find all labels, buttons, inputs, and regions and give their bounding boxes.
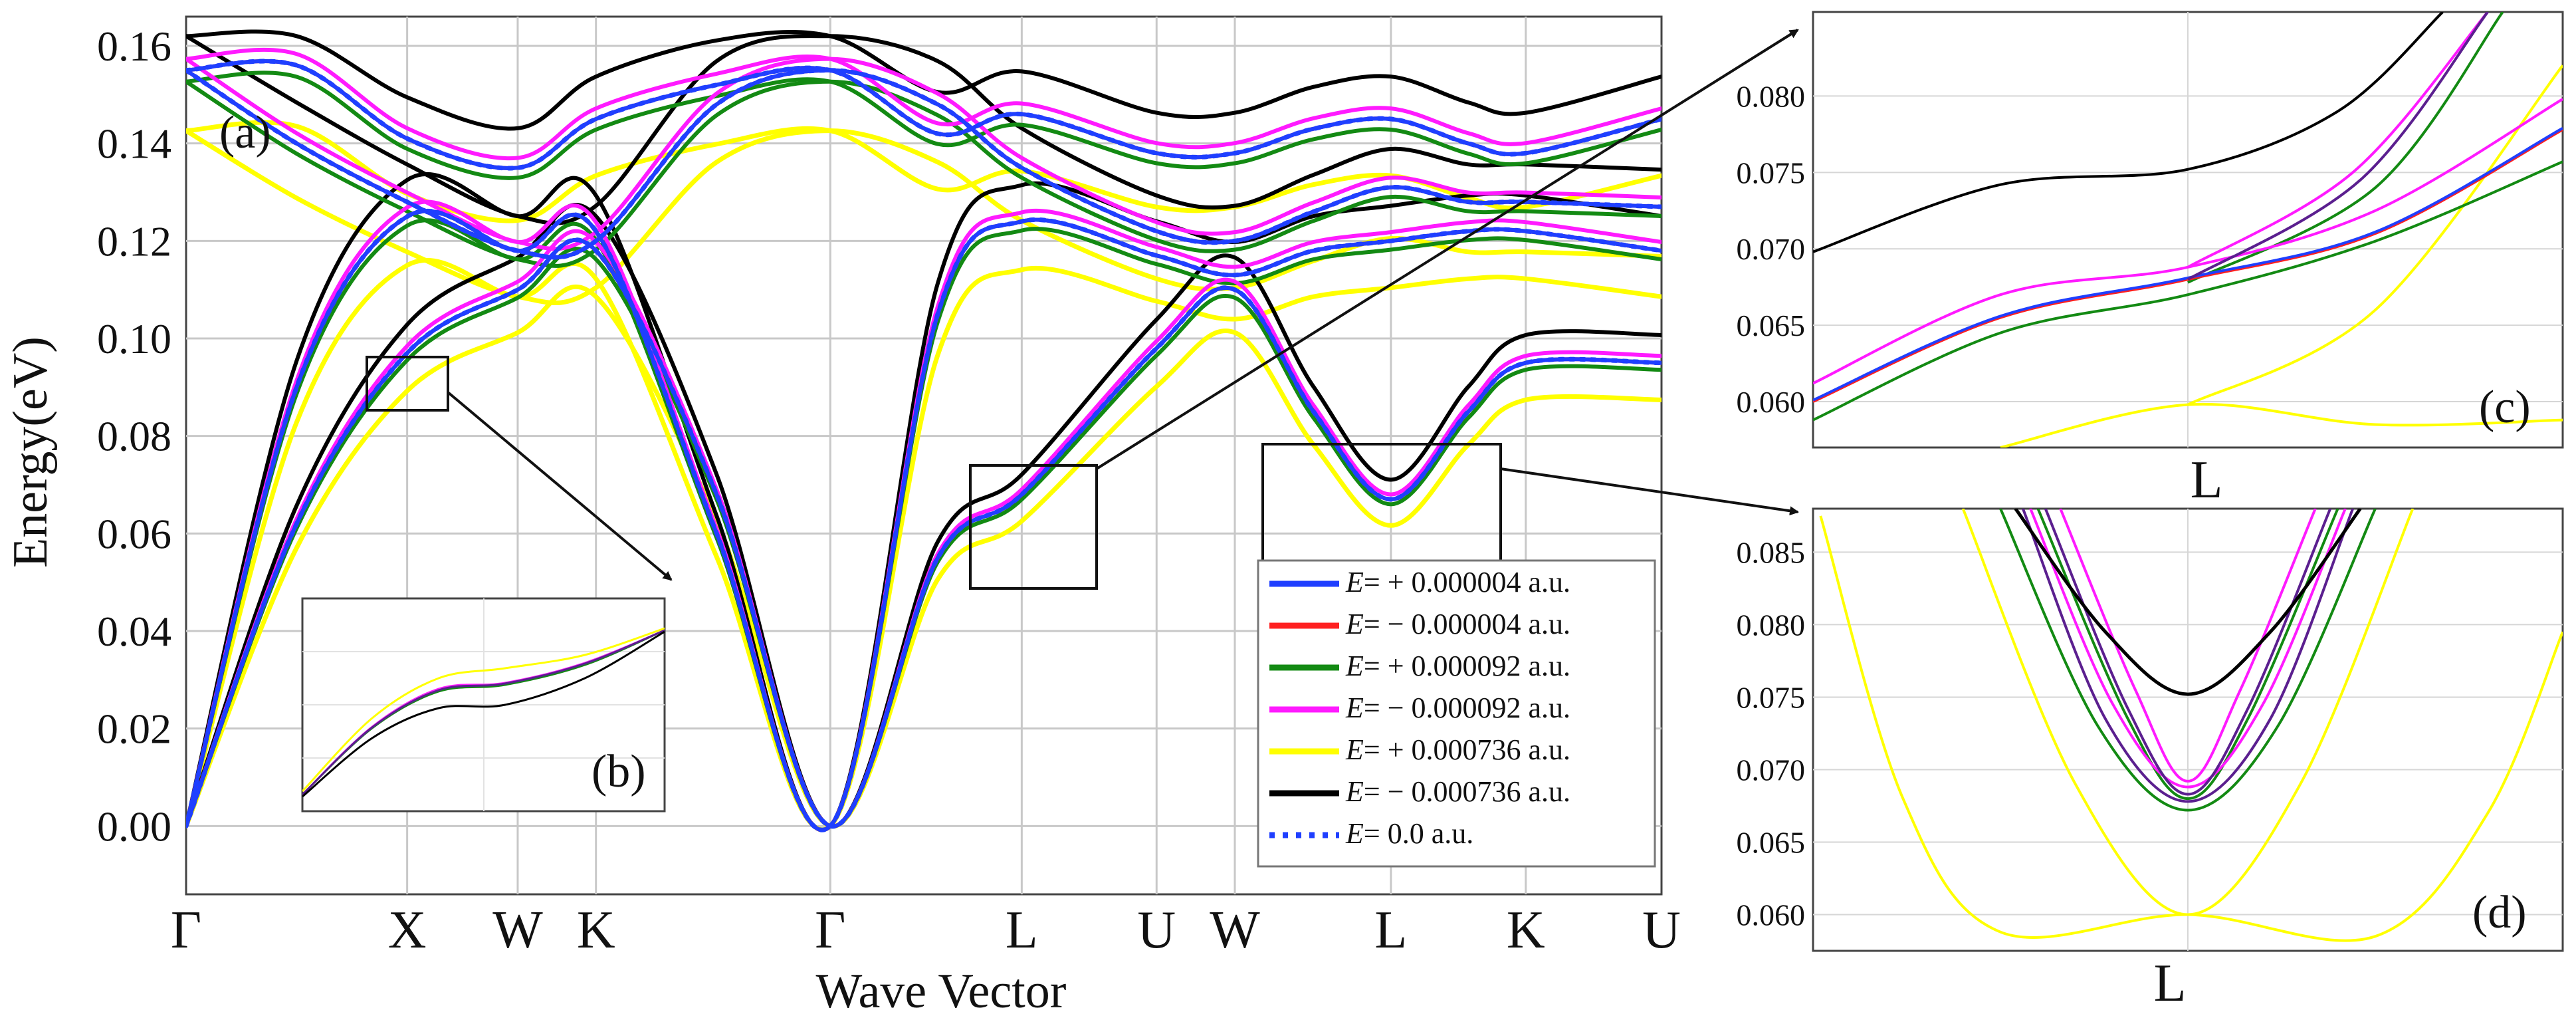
- zoom-curve: [2187, 12, 2504, 284]
- panel-d-y-ticks: 0.085 0.080 0.075 0.070 0.065 0.060: [1737, 535, 1806, 932]
- y-tick-label: 0.08: [97, 413, 171, 460]
- legend-box: [1257, 559, 1656, 868]
- x-point-label: K: [1507, 901, 1545, 959]
- zoom-curve: [2059, 509, 2317, 783]
- legend-entry: E= 0.0 a.u.: [1345, 817, 1473, 850]
- zoom-box-c: [969, 464, 1098, 590]
- band-line: [186, 284, 1662, 828]
- y-tick-label: 0.065: [1737, 825, 1806, 859]
- legend-entry: E= + 0.000092 a.u.: [1345, 650, 1570, 682]
- y-tick-label: 0.06: [97, 510, 171, 557]
- y-tick-label: 0.060: [1737, 385, 1806, 419]
- x-point-label: Γ: [171, 901, 201, 959]
- panel-c-x-label: L: [2191, 451, 2223, 509]
- legend-entry: E= − 0.000004 a.u.: [1345, 608, 1570, 640]
- panel-a-y-ticks: 0.16 0.14 0.12 0.10 0.08 0.06 0.04 0.02 0.00: [97, 23, 171, 850]
- band-line: [186, 57, 1662, 251]
- zoom-curve: [2000, 402, 2563, 447]
- panel-a-label: (a): [219, 107, 271, 158]
- zoom-curve: [2029, 509, 2347, 789]
- y-tick-label: 0.04: [97, 608, 171, 655]
- y-tick-label: 0.02: [97, 705, 171, 753]
- y-tick-label: 0.00: [97, 803, 171, 850]
- zoom-curve: [1819, 515, 2563, 942]
- x-axis-label: Wave Vector: [816, 964, 1067, 1014]
- inset-b-label: (b): [591, 746, 646, 797]
- inset-curve: [302, 629, 665, 796]
- legend: E= + 0.000004 a.u. E= − 0.000004 a.u. E= +…: [1257, 559, 1656, 868]
- zoom-curve: [1999, 509, 2377, 812]
- x-point-label: U: [1642, 901, 1681, 959]
- y-tick-label: 0.060: [1737, 898, 1806, 932]
- x-point-label: W: [1210, 901, 1260, 959]
- y-tick-label: 0.14: [97, 120, 171, 168]
- zoom-arrows: [447, 29, 1799, 581]
- band-line: [186, 70, 1662, 180]
- band-line: [186, 79, 1662, 268]
- zoom-curve: [2187, 12, 2489, 269]
- band-line: [186, 47, 1662, 161]
- x-point-label: L: [1006, 901, 1038, 959]
- inset-curve: [302, 627, 665, 793]
- y-tick-label: 0.080: [1737, 79, 1806, 113]
- x-point-label: L: [1374, 901, 1407, 959]
- zoom-panel-d: 0.085 0.080 0.075 0.070 0.065 0.060 L (d): [1737, 507, 2564, 1013]
- zoom-curve: [2044, 509, 2332, 796]
- panel-d-curves: [1819, 509, 2563, 942]
- y-tick-label: 0.070: [1737, 232, 1806, 266]
- band-line: [186, 68, 1662, 260]
- zoom-curve: [1813, 160, 2563, 422]
- band-line: [186, 59, 1662, 171]
- y-tick-label: 0.065: [1737, 309, 1806, 342]
- x-point-label: U: [1137, 901, 1176, 959]
- y-axis-label: Energy(eV): [3, 336, 58, 568]
- zoom-curve: [2187, 12, 2489, 281]
- y-tick-label: 0.075: [1737, 156, 1806, 190]
- zoom-curve: [1813, 12, 2444, 253]
- y-tick-label: 0.080: [1737, 608, 1806, 642]
- x-point-label: Γ: [815, 901, 845, 959]
- x-point-label: W: [492, 901, 543, 959]
- legend-entry: E= − 0.000736 a.u.: [1345, 775, 1570, 808]
- band-line: [186, 203, 1662, 828]
- x-point-label: X: [388, 901, 427, 959]
- band-line: [186, 209, 1662, 832]
- panel-c-y-ticks: 0.080 0.075 0.070 0.065 0.060: [1737, 79, 1806, 419]
- legend-entry: E= + 0.000736 a.u.: [1345, 733, 1570, 766]
- zoom-curve: [2036, 509, 2339, 801]
- inset-b-curves: [302, 627, 665, 798]
- inset-panel-b: (b): [301, 597, 666, 813]
- legend-entry: E= + 0.000004 a.u.: [1345, 566, 1570, 598]
- x-point-label: K: [577, 901, 615, 959]
- zoom-box-b: [366, 356, 449, 412]
- panel-c-label: (c): [2479, 382, 2531, 433]
- panel-c-curves: [1813, 12, 2563, 447]
- zoom-curve: [2021, 509, 2355, 803]
- panel-d-label: (d): [2472, 887, 2527, 938]
- y-tick-label: 0.10: [97, 315, 171, 362]
- inset-b-grid: [302, 598, 665, 811]
- arrow-to-inset-b: [447, 391, 673, 581]
- zoom-curve: [2014, 509, 2362, 696]
- band-line: [186, 29, 1662, 131]
- y-tick-label: 0.16: [97, 23, 171, 70]
- y-tick-label: 0.085: [1737, 535, 1806, 569]
- legend-entry: E= − 0.000092 a.u.: [1345, 692, 1570, 724]
- panel-a-bands: [186, 29, 1662, 832]
- y-tick-label: 0.12: [97, 217, 171, 265]
- y-tick-label: 0.070: [1737, 753, 1806, 787]
- arrow-to-panel-c: [1095, 29, 1799, 470]
- inset-curve: [302, 630, 665, 798]
- zoom-panel-c: 0.080 0.075 0.070 0.065 0.060 L (c): [1737, 11, 2564, 509]
- band-line: [186, 237, 1662, 828]
- band-line: [186, 34, 1662, 225]
- series-7: [186, 59, 1662, 832]
- zoom-curve: [1961, 509, 2415, 916]
- series-6: [186, 29, 1662, 832]
- arrow-to-panel-d: [1500, 467, 1799, 516]
- y-tick-label: 0.075: [1737, 680, 1806, 714]
- panel-d-x-label: L: [2154, 954, 2187, 1013]
